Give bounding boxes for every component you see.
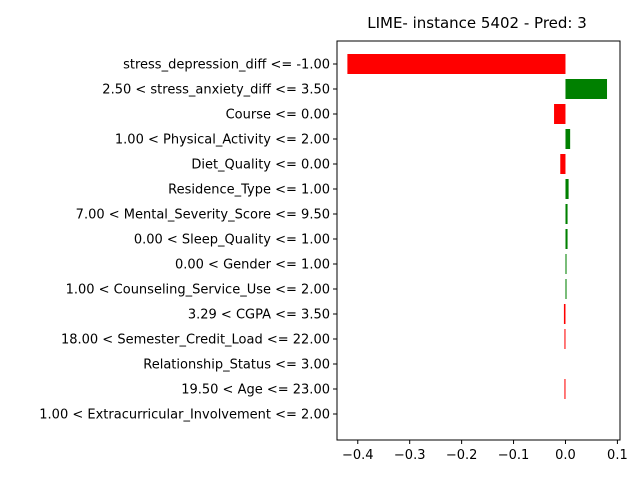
bar	[565, 229, 568, 249]
x-tick-label: 0.1	[607, 448, 628, 463]
category-label: 1.00 < Extracurricular_Involvement <= 2.…	[39, 408, 330, 423]
bar	[564, 379, 566, 399]
category-label: Diet_Quality <= 0.00	[191, 158, 330, 173]
category-label: Course <= 0.00	[226, 108, 330, 123]
category-label: 0.00 < Gender <= 1.00	[175, 258, 330, 273]
category-label: 7.00 < Mental_Severity_Score <= 9.50	[76, 208, 330, 223]
chart-title: LIME- instance 5402 - Pred: 3	[367, 14, 587, 32]
bar	[560, 154, 566, 174]
category-label: 18.00 < Semester_Credit_Load <= 22.00	[61, 333, 330, 348]
category-label: 3.29 < CGPA <= 3.50	[188, 308, 330, 323]
x-tick-label: 0.0	[555, 448, 576, 463]
category-label: Relationship_Status <= 3.00	[143, 358, 330, 373]
bar	[565, 179, 569, 199]
bar	[554, 104, 566, 124]
category-labels: stress_depression_diff <= -1.00 2.50 < st…	[39, 58, 337, 423]
category-label: 0.00 < Sleep_Quality <= 1.00	[134, 233, 330, 248]
x-tick-label: −0.2	[446, 448, 478, 463]
category-label: 1.00 < Counseling_Service_Use <= 2.00	[66, 283, 330, 298]
bar	[565, 279, 567, 299]
bar	[563, 304, 566, 324]
bar	[565, 79, 608, 99]
category-label: Residence_Type <= 1.00	[168, 183, 330, 198]
x-axis: −0.4 −0.3 −0.2 −0.1 0.0 0.1	[342, 440, 628, 463]
x-tick-label: −0.1	[498, 448, 530, 463]
bars-layer	[347, 54, 608, 399]
bar	[564, 329, 566, 349]
plot-frame	[336, 40, 621, 441]
bar	[565, 204, 568, 224]
category-label: 1.00 < Physical_Activity <= 2.00	[115, 133, 330, 148]
category-label: 2.50 < stress_anxiety_diff <= 3.50	[102, 83, 330, 98]
bar	[347, 54, 566, 74]
x-tick-label: −0.3	[394, 448, 426, 463]
bar	[565, 254, 567, 274]
x-tick-label: −0.4	[342, 448, 374, 463]
bar	[565, 129, 571, 149]
category-label: 19.50 < Age <= 23.00	[181, 383, 330, 398]
category-label: stress_depression_diff <= -1.00	[123, 58, 330, 73]
